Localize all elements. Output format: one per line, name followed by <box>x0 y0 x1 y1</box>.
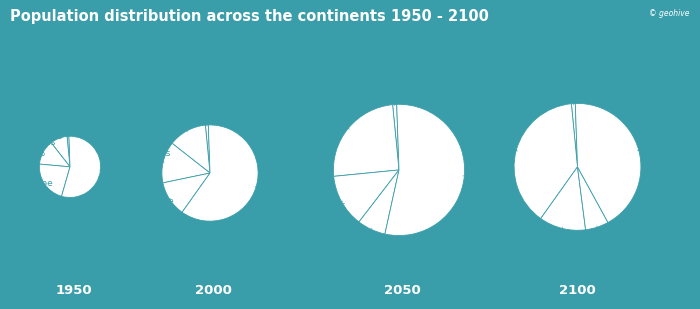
Wedge shape <box>578 167 608 230</box>
Wedge shape <box>182 125 258 221</box>
Text: americas
12%: americas 12% <box>537 235 578 256</box>
Text: africa
13%: africa 13% <box>167 109 193 129</box>
Text: europe
7%: europe 7% <box>348 236 379 256</box>
Wedge shape <box>575 104 641 222</box>
Wedge shape <box>172 125 210 173</box>
Wedge shape <box>62 136 101 197</box>
Text: 2050: 2050 <box>384 284 421 297</box>
Text: americas
13%: americas 13% <box>304 201 346 221</box>
Text: oceania
1%: oceania 1% <box>376 76 411 96</box>
Text: europe
22%: europe 22% <box>22 179 53 199</box>
Wedge shape <box>359 170 399 234</box>
Text: americas
13%: americas 13% <box>15 138 56 158</box>
Wedge shape <box>39 143 70 167</box>
Text: asia
54%: asia 54% <box>473 167 493 188</box>
Wedge shape <box>514 104 577 218</box>
Text: oceania
1%: oceania 1% <box>188 102 224 122</box>
Wedge shape <box>163 173 210 212</box>
Text: 1950: 1950 <box>55 284 92 297</box>
Text: europe
12%: europe 12% <box>143 197 174 217</box>
Wedge shape <box>540 167 586 230</box>
Wedge shape <box>393 104 399 170</box>
Wedge shape <box>571 104 577 167</box>
Wedge shape <box>162 143 210 183</box>
Text: africa
25%: africa 25% <box>321 107 347 127</box>
Text: africa
39%: africa 39% <box>486 136 512 156</box>
Text: asia
43%: asia 43% <box>646 135 666 155</box>
Wedge shape <box>385 104 465 235</box>
Wedge shape <box>333 105 399 176</box>
Text: 2100: 2100 <box>559 284 596 297</box>
Text: oceania
1%: oceania 1% <box>554 76 590 96</box>
Text: © geohive: © geohive <box>649 9 689 18</box>
Text: Population distribution across the continents 1950 - 2100: Population distribution across the conti… <box>10 9 489 24</box>
Text: oceania
1%: oceania 1% <box>50 118 85 138</box>
Wedge shape <box>67 136 70 167</box>
Text: asia
55%: asia 55% <box>99 162 119 182</box>
Wedge shape <box>51 136 70 167</box>
Wedge shape <box>39 164 70 196</box>
Text: 2000: 2000 <box>195 284 232 297</box>
Text: europe
6%: europe 6% <box>587 234 619 254</box>
Wedge shape <box>334 170 399 222</box>
Text: africa
9%: africa 9% <box>43 121 69 141</box>
Text: americas
14%: americas 14% <box>130 149 171 169</box>
Wedge shape <box>205 125 210 173</box>
Text: asia
61%: asia 61% <box>259 181 279 201</box>
